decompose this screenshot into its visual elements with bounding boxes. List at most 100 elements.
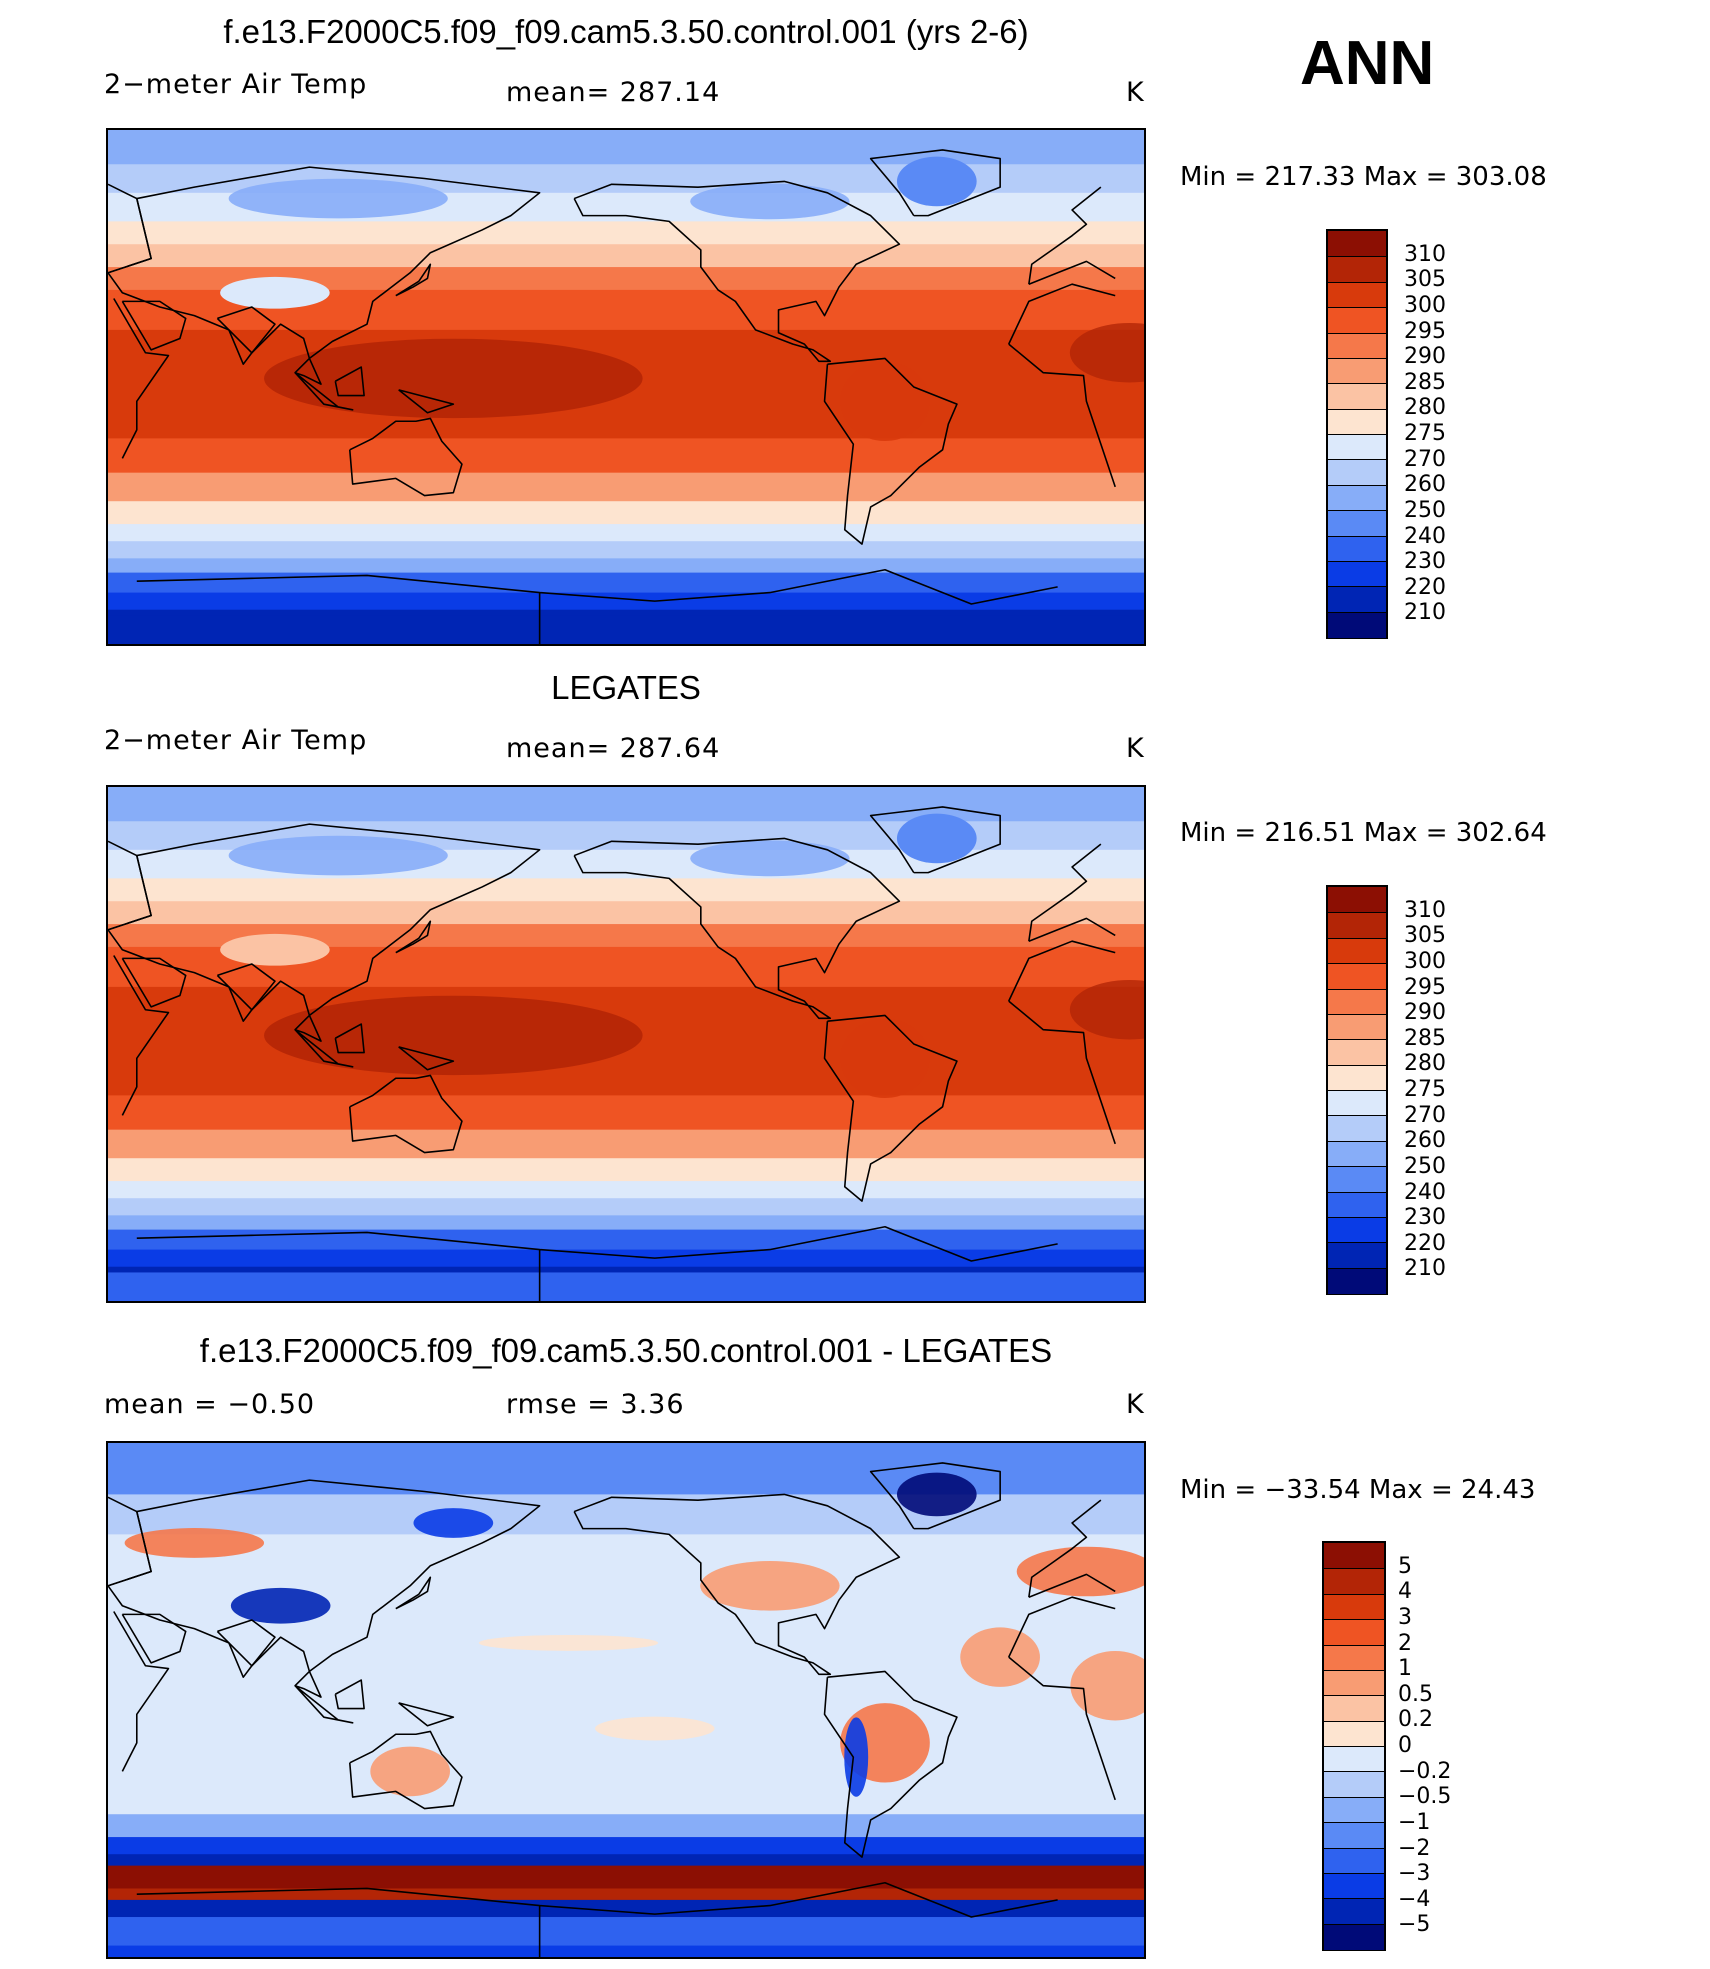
- colorbar-tick-label: 300: [1404, 292, 1446, 318]
- panel-obs-units: K: [1126, 733, 1145, 764]
- colorbar-segment: [1328, 1039, 1386, 1066]
- colorbar-segment: [1328, 256, 1386, 283]
- difference-blob: [595, 1716, 715, 1741]
- temperature-band: [108, 1181, 1144, 1199]
- panel-model-variable-label: 2−meter Air Temp: [104, 69, 368, 100]
- warm-region: [1069, 322, 1144, 383]
- colorbar-segment: [1328, 586, 1386, 613]
- cold-canada: [690, 183, 850, 220]
- coastline: [573, 837, 901, 1020]
- temperature-band: [108, 558, 1144, 574]
- colorbar-tick-label: −1: [1398, 1809, 1431, 1835]
- antarctic-interior: [108, 1272, 1144, 1301]
- temperature-band: [108, 1129, 1144, 1159]
- panel-obs-mean-label: mean= 287.64: [506, 733, 721, 764]
- colorbar-segment: [1328, 1013, 1386, 1041]
- panel-obs-map: [106, 785, 1146, 1303]
- coastline: [395, 1576, 432, 1610]
- season-label: ANN: [1300, 29, 1435, 98]
- coastline: [395, 263, 432, 297]
- coastline: [216, 963, 276, 1022]
- coastline: [294, 1670, 322, 1698]
- panel-model-min-max: Min = 217.33 Max = 303.08: [1180, 162, 1547, 192]
- colorbar-segment: [1324, 1568, 1384, 1595]
- colorbar-segment: [1324, 1644, 1384, 1671]
- colorbar-segment: [1324, 1796, 1384, 1824]
- difference-blob: [960, 1627, 1040, 1687]
- cold-canada: [690, 840, 850, 877]
- panel-diff-min-max: Min = −33.54 Max = 24.43: [1180, 1475, 1536, 1505]
- colorbar-tick-label: 0.2: [1398, 1707, 1433, 1733]
- warm-region: [1069, 979, 1144, 1040]
- difference-blob: [413, 1508, 494, 1538]
- coastline: [121, 957, 187, 1008]
- colorbar-tick-label: 305: [1404, 923, 1446, 949]
- difference-blob: [230, 1587, 331, 1624]
- colorbar-segment: [1324, 1720, 1384, 1747]
- colorbar-tick-label: 230: [1404, 549, 1446, 575]
- coastline: [136, 568, 1058, 644]
- colorbar-tick-label: 3: [1398, 1604, 1412, 1630]
- colorbar-segment: [1324, 1669, 1384, 1697]
- temperature-band: [108, 472, 1144, 502]
- coastline: [216, 306, 276, 365]
- warm-pool: [264, 995, 643, 1076]
- temperature-band: [108, 592, 1144, 611]
- colorbar-segment: [1324, 1695, 1384, 1722]
- coastline: [121, 300, 187, 351]
- colorbar-tick-label: 295: [1404, 318, 1446, 344]
- colorbar-tick-label: 2: [1398, 1630, 1412, 1656]
- coastline: [869, 1462, 1001, 1530]
- colorbar-tick-label: 280: [1404, 395, 1446, 421]
- warm-pool: [264, 338, 643, 419]
- panel-diff-title: f.e13.F2000C5.f09_f09.cam5.3.50.control.…: [199, 1332, 1053, 1369]
- colorbar-tick-label: −4: [1398, 1886, 1431, 1912]
- coastline: [823, 1670, 958, 1858]
- difference-blob: [1070, 1651, 1144, 1721]
- temperature-band: [108, 267, 1144, 291]
- coastline: [395, 920, 432, 954]
- difference-band: [108, 1854, 1144, 1867]
- colorbar-segment: [1324, 1923, 1384, 1950]
- temperature-band: [108, 1158, 1144, 1182]
- panel-diff-units: K: [1126, 1389, 1145, 1420]
- difference-band: [108, 1865, 1144, 1889]
- colorbar-tick-label: 270: [1404, 1102, 1446, 1128]
- coastline: [216, 1619, 276, 1678]
- colorbar-segment: [1328, 988, 1386, 1015]
- coastline: [573, 180, 901, 363]
- difference-blob: [1016, 1546, 1144, 1597]
- warm-region: [840, 1018, 930, 1098]
- temperature-band: [108, 244, 1144, 268]
- colorbar-segment: [1328, 307, 1386, 334]
- colorbar-segment: [1324, 1543, 1384, 1569]
- colorbar-tick-label: 285: [1404, 1025, 1446, 1051]
- panel-obs-title: LEGATES: [551, 669, 701, 706]
- colorbar-segment: [1328, 1267, 1386, 1294]
- colorbar-segment: [1324, 1619, 1384, 1646]
- coastline: [294, 1685, 354, 1724]
- coastline: [294, 372, 354, 411]
- panel-diff-rmse-label: rmse = 3.36: [506, 1389, 685, 1420]
- temperature-band: [108, 1095, 1144, 1131]
- temperature-band: [108, 541, 1144, 559]
- coastline: [398, 1702, 455, 1727]
- colorbar-segment: [1328, 912, 1386, 939]
- panel-model-title: f.e13.F2000C5.f09_f09.cam5.3.50.control.…: [223, 13, 1029, 50]
- temperature-band: [108, 438, 1144, 474]
- colorbar-segment: [1328, 434, 1386, 461]
- coastline: [334, 1023, 365, 1054]
- colorbar-tick-label: 290: [1404, 344, 1446, 370]
- colorbar-segment: [1328, 1140, 1386, 1168]
- difference-blob: [478, 1634, 659, 1651]
- colorbar-tick-label: −0.5: [1398, 1784, 1452, 1810]
- colorbar-tick-label: 275: [1404, 1077, 1446, 1102]
- coastline: [398, 1046, 455, 1071]
- panel-diff-map: [106, 1441, 1146, 1959]
- difference-blob: [370, 1746, 451, 1797]
- cold-plateau: [220, 933, 330, 966]
- temperature-band: [108, 1198, 1144, 1216]
- difference-blob: [700, 1560, 840, 1611]
- colorbar-segment: [1324, 1746, 1384, 1773]
- colorbar-tick-label: 230: [1404, 1205, 1446, 1231]
